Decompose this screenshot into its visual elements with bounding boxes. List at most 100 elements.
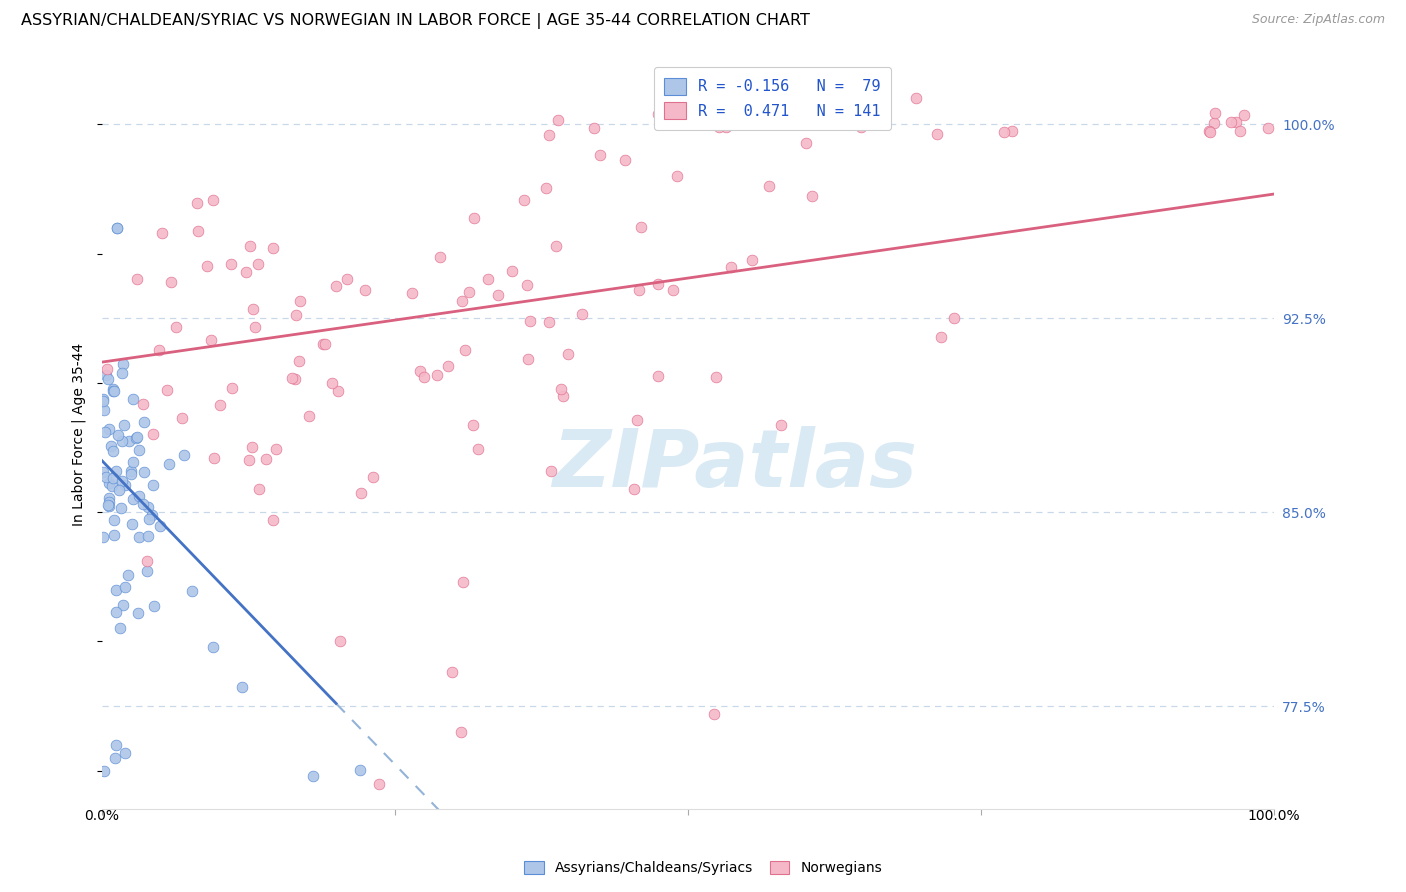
Point: [557, 346, 579, 360]
Point: [112, 418, 135, 433]
Text: ZIPatlas: ZIPatlas: [553, 425, 917, 504]
Point: [105, 220, 128, 235]
Point: [111, 357, 134, 371]
Point: [142, 426, 165, 441]
Point: [254, 451, 277, 466]
Point: [437, 359, 460, 373]
Point: [101, 384, 124, 399]
Point: [242, 301, 264, 316]
Point: [108, 483, 131, 497]
Point: [128, 530, 150, 544]
Point: [461, 417, 484, 432]
Point: [630, 220, 652, 235]
Point: [202, 193, 225, 207]
Point: [349, 763, 371, 777]
Point: [148, 343, 170, 358]
Point: [409, 364, 432, 378]
Point: [125, 429, 148, 443]
Point: [516, 351, 538, 366]
Point: [98, 476, 121, 491]
Point: [105, 220, 128, 235]
Point: [647, 277, 669, 292]
Point: [143, 599, 166, 613]
Point: [195, 259, 218, 273]
Point: [367, 777, 389, 791]
Point: [314, 337, 336, 351]
Point: [94, 425, 117, 439]
Text: 0.0%: 0.0%: [84, 809, 120, 823]
Point: [173, 449, 195, 463]
Point: [537, 128, 560, 142]
Point: [91, 394, 114, 409]
Point: [200, 333, 222, 347]
Point: [516, 277, 538, 292]
Point: [662, 284, 685, 298]
Point: [121, 492, 143, 507]
Point: [103, 384, 125, 398]
Point: [716, 120, 738, 135]
Point: [288, 353, 311, 368]
Point: [238, 453, 260, 467]
Point: [540, 464, 562, 478]
Point: [98, 494, 121, 508]
Point: [221, 381, 243, 395]
Legend: Assyrians/Chaldeans/Syriacs, Norwegians: Assyrians/Chaldeans/Syriacs, Norwegians: [519, 855, 887, 880]
Point: [1257, 121, 1279, 136]
Point: [647, 368, 669, 383]
Point: [240, 440, 263, 454]
Point: [156, 383, 179, 397]
Point: [101, 471, 124, 485]
Point: [142, 478, 165, 492]
Point: [111, 366, 134, 380]
Point: [929, 330, 952, 344]
Point: [93, 764, 115, 778]
Point: [98, 491, 121, 506]
Point: [872, 109, 894, 123]
Point: [851, 120, 873, 135]
Point: [98, 422, 121, 436]
Point: [111, 598, 134, 612]
Point: [114, 580, 136, 594]
Point: [107, 428, 129, 442]
Point: [114, 746, 136, 760]
Point: [97, 499, 120, 513]
Point: [91, 531, 114, 545]
Point: [1233, 108, 1256, 122]
Point: [124, 431, 146, 445]
Point: [91, 392, 114, 406]
Point: [120, 467, 142, 482]
Point: [550, 382, 572, 396]
Point: [1225, 114, 1247, 128]
Point: [440, 665, 463, 680]
Point: [141, 508, 163, 522]
Point: [127, 606, 149, 620]
Point: [1198, 125, 1220, 139]
Point: [100, 439, 122, 453]
Point: [1229, 123, 1251, 137]
Point: [136, 500, 159, 515]
Point: [122, 392, 145, 406]
Point: [132, 397, 155, 411]
Point: [187, 224, 209, 238]
Point: [794, 136, 817, 150]
Text: ASSYRIAN/CHALDEAN/SYRIAC VS NORWEGIAN IN LABOR FORCE | AGE 35-44 CORRELATION CHA: ASSYRIAN/CHALDEAN/SYRIAC VS NORWEGIAN IN…: [21, 13, 810, 29]
Point: [361, 470, 384, 484]
Point: [925, 127, 948, 141]
Point: [1001, 124, 1024, 138]
Point: [426, 368, 449, 383]
Point: [101, 382, 124, 396]
Point: [1220, 115, 1243, 129]
Point: [96, 362, 118, 376]
Point: [350, 486, 373, 500]
Point: [165, 320, 187, 334]
Point: [118, 434, 141, 449]
Point: [512, 193, 534, 207]
Point: [136, 529, 159, 543]
Point: [152, 227, 174, 241]
Point: [588, 148, 610, 162]
Point: [219, 257, 242, 271]
Point: [117, 567, 139, 582]
Point: [458, 285, 481, 300]
Point: [401, 286, 423, 301]
Point: [477, 271, 499, 285]
